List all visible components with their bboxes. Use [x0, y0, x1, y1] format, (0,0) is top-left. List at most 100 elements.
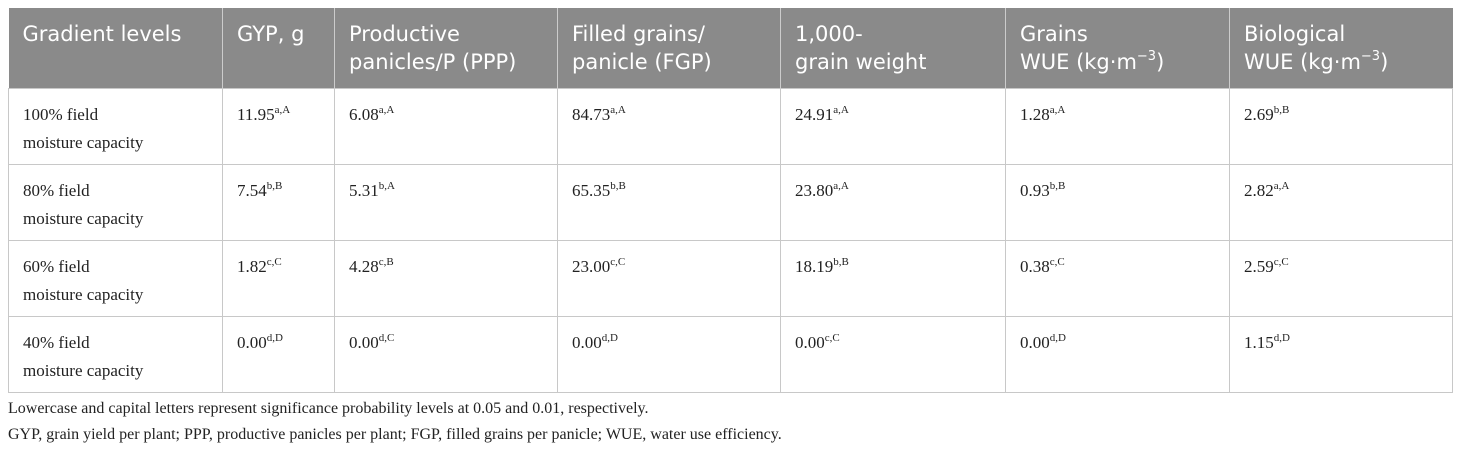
table-body: 100% field moisture capacity 11.95a,A 6.08a… — [8, 88, 1453, 393]
table-cell: 0.00d,C — [334, 316, 558, 393]
header-line: Biological — [1244, 22, 1346, 46]
table-cell: 0.38c,C — [1005, 240, 1230, 317]
header-line: Productive — [349, 22, 460, 46]
cell-value: 0.93 — [1020, 181, 1050, 200]
significance-letters: a,A — [378, 104, 395, 116]
significance-letters: c,C — [266, 256, 282, 268]
cell-value: 84.73 — [572, 105, 611, 124]
header-line: GYP, g — [237, 22, 305, 46]
data-table: Gradient levels GYP, g Productive panicles/… — [8, 8, 1453, 393]
table-cell: 0.93b,B — [1005, 164, 1230, 241]
cell-value: 1.82 — [237, 257, 267, 276]
header-text: WUE (kg·m — [1020, 50, 1137, 74]
header-superscript: −3 — [1136, 49, 1157, 64]
header-text: ) — [1156, 50, 1165, 74]
table-cell: 6.08a,A — [334, 88, 558, 165]
table-cell: 2.59c,C — [1229, 240, 1453, 317]
header-text: WUE (kg·m — [1244, 50, 1361, 74]
significance-letters: b,B — [266, 180, 283, 192]
significance-letters: a,A — [1049, 104, 1066, 116]
header-cell: Biological WUE (kg·m−3) — [1229, 8, 1453, 89]
header-line: panicle (FGP) — [572, 50, 712, 74]
table-cell: 0.00d,D — [1005, 316, 1230, 393]
significance-letters: d,C — [378, 332, 395, 344]
table-cell: 11.95a,A — [222, 88, 335, 165]
significance-letters: b,A — [378, 180, 395, 192]
cell-value: 7.54 — [237, 181, 267, 200]
table-cell: 5.31b,A — [334, 164, 558, 241]
table-row: 60% field moisture capacity 1.82c,C 4.28c,B… — [8, 240, 1453, 317]
row-label-line: moisture capacity — [23, 285, 144, 304]
cell-value: 0.00 — [237, 333, 267, 352]
row-label-line: 100% field — [23, 105, 99, 124]
header-text: ) — [1380, 50, 1389, 74]
cell-value: 23.00 — [572, 257, 611, 276]
table-cell: 2.69b,B — [1229, 88, 1453, 165]
cell-value: 6.08 — [349, 105, 379, 124]
significance-letters: b,B — [610, 180, 626, 192]
cell-value: 2.59 — [1244, 257, 1274, 276]
significance-letters: d,D — [601, 332, 618, 344]
significance-letters: b,B — [1049, 180, 1066, 192]
table-cell: 0.00d,D — [557, 316, 781, 393]
table-cell: 1.15d,D — [1229, 316, 1453, 393]
table-cell: 23.00c,C — [557, 240, 781, 317]
table-row: 40% field moisture capacity 0.00d,D 0.00d,C… — [8, 316, 1453, 393]
table-cell: 23.80a,A — [780, 164, 1006, 241]
table-cell: 1.28a,A — [1005, 88, 1230, 165]
header-cell: GYP, g — [222, 8, 335, 89]
table-cell: 2.82a,A — [1229, 164, 1453, 241]
significance-letters: a,A — [274, 104, 291, 116]
cell-value: 1.28 — [1020, 105, 1050, 124]
cell-value: 5.31 — [349, 181, 379, 200]
significance-letters: c,C — [824, 332, 840, 344]
significance-letters: a,A — [1273, 180, 1290, 192]
table-row: 80% field moisture capacity 7.54b,B 5.31b,A… — [8, 164, 1453, 241]
significance-letters: c,C — [1049, 256, 1065, 268]
header-line: Filled grains/ — [572, 22, 705, 46]
header-cell: 1,000- grain weight — [780, 8, 1006, 89]
significance-letters: c,C — [1273, 256, 1289, 268]
row-label-line: moisture capacity — [23, 209, 144, 228]
footnote: GYP, grain yield per plant; PPP, product… — [8, 426, 782, 443]
cell-value: 0.38 — [1020, 257, 1050, 276]
table-row: 100% field moisture capacity 11.95a,A 6.08a… — [8, 88, 1453, 165]
row-label-line: moisture capacity — [23, 361, 144, 380]
header-line: grain weight — [795, 50, 927, 74]
cell-value: 65.35 — [572, 181, 611, 200]
cell-value: 2.69 — [1244, 105, 1274, 124]
table-cell: 65.35b,B — [557, 164, 781, 241]
significance-letters: b,B — [833, 256, 849, 268]
table-cell: 40% field moisture capacity — [8, 316, 223, 393]
header-cell: Gradient levels — [8, 8, 223, 89]
table-cell: 0.00d,D — [222, 316, 335, 393]
significance-letters: a,A — [833, 180, 849, 192]
significance-letters: a,A — [610, 104, 626, 116]
row-label-line: 40% field — [23, 333, 90, 352]
header-cell: Grains WUE (kg·m−3) — [1005, 8, 1230, 89]
table-cell: 4.28c,B — [334, 240, 558, 317]
significance-letters: a,A — [833, 104, 849, 116]
table-cell: 60% field moisture capacity — [8, 240, 223, 317]
header-line: Grains — [1020, 22, 1088, 46]
header-cell: Productive panicles/P (PPP) — [334, 8, 558, 89]
cell-value: 0.00 — [349, 333, 379, 352]
cell-value: 11.95 — [237, 105, 275, 124]
header-line: WUE (kg·m−3) — [1020, 48, 1215, 76]
table-cell: 0.00c,C — [780, 316, 1006, 393]
cell-value: 2.82 — [1244, 181, 1274, 200]
cell-value: 4.28 — [349, 257, 379, 276]
significance-letters: d,D — [1273, 332, 1290, 344]
table-cell: 84.73a,A — [557, 88, 781, 165]
header-line: panicles/P (PPP) — [349, 50, 517, 74]
table-cell: 80% field moisture capacity — [8, 164, 223, 241]
table-cell: 1.82c,C — [222, 240, 335, 317]
significance-letters: c,B — [378, 256, 394, 268]
cell-value: 18.19 — [795, 257, 834, 276]
header-cell: Filled grains/panicle (FGP) — [557, 8, 781, 89]
row-label-line: 60% field — [23, 257, 90, 276]
table-cell: 18.19b,B — [780, 240, 1006, 317]
table-cell: 100% field moisture capacity — [8, 88, 223, 165]
table-cell: 24.91a,A — [780, 88, 1006, 165]
